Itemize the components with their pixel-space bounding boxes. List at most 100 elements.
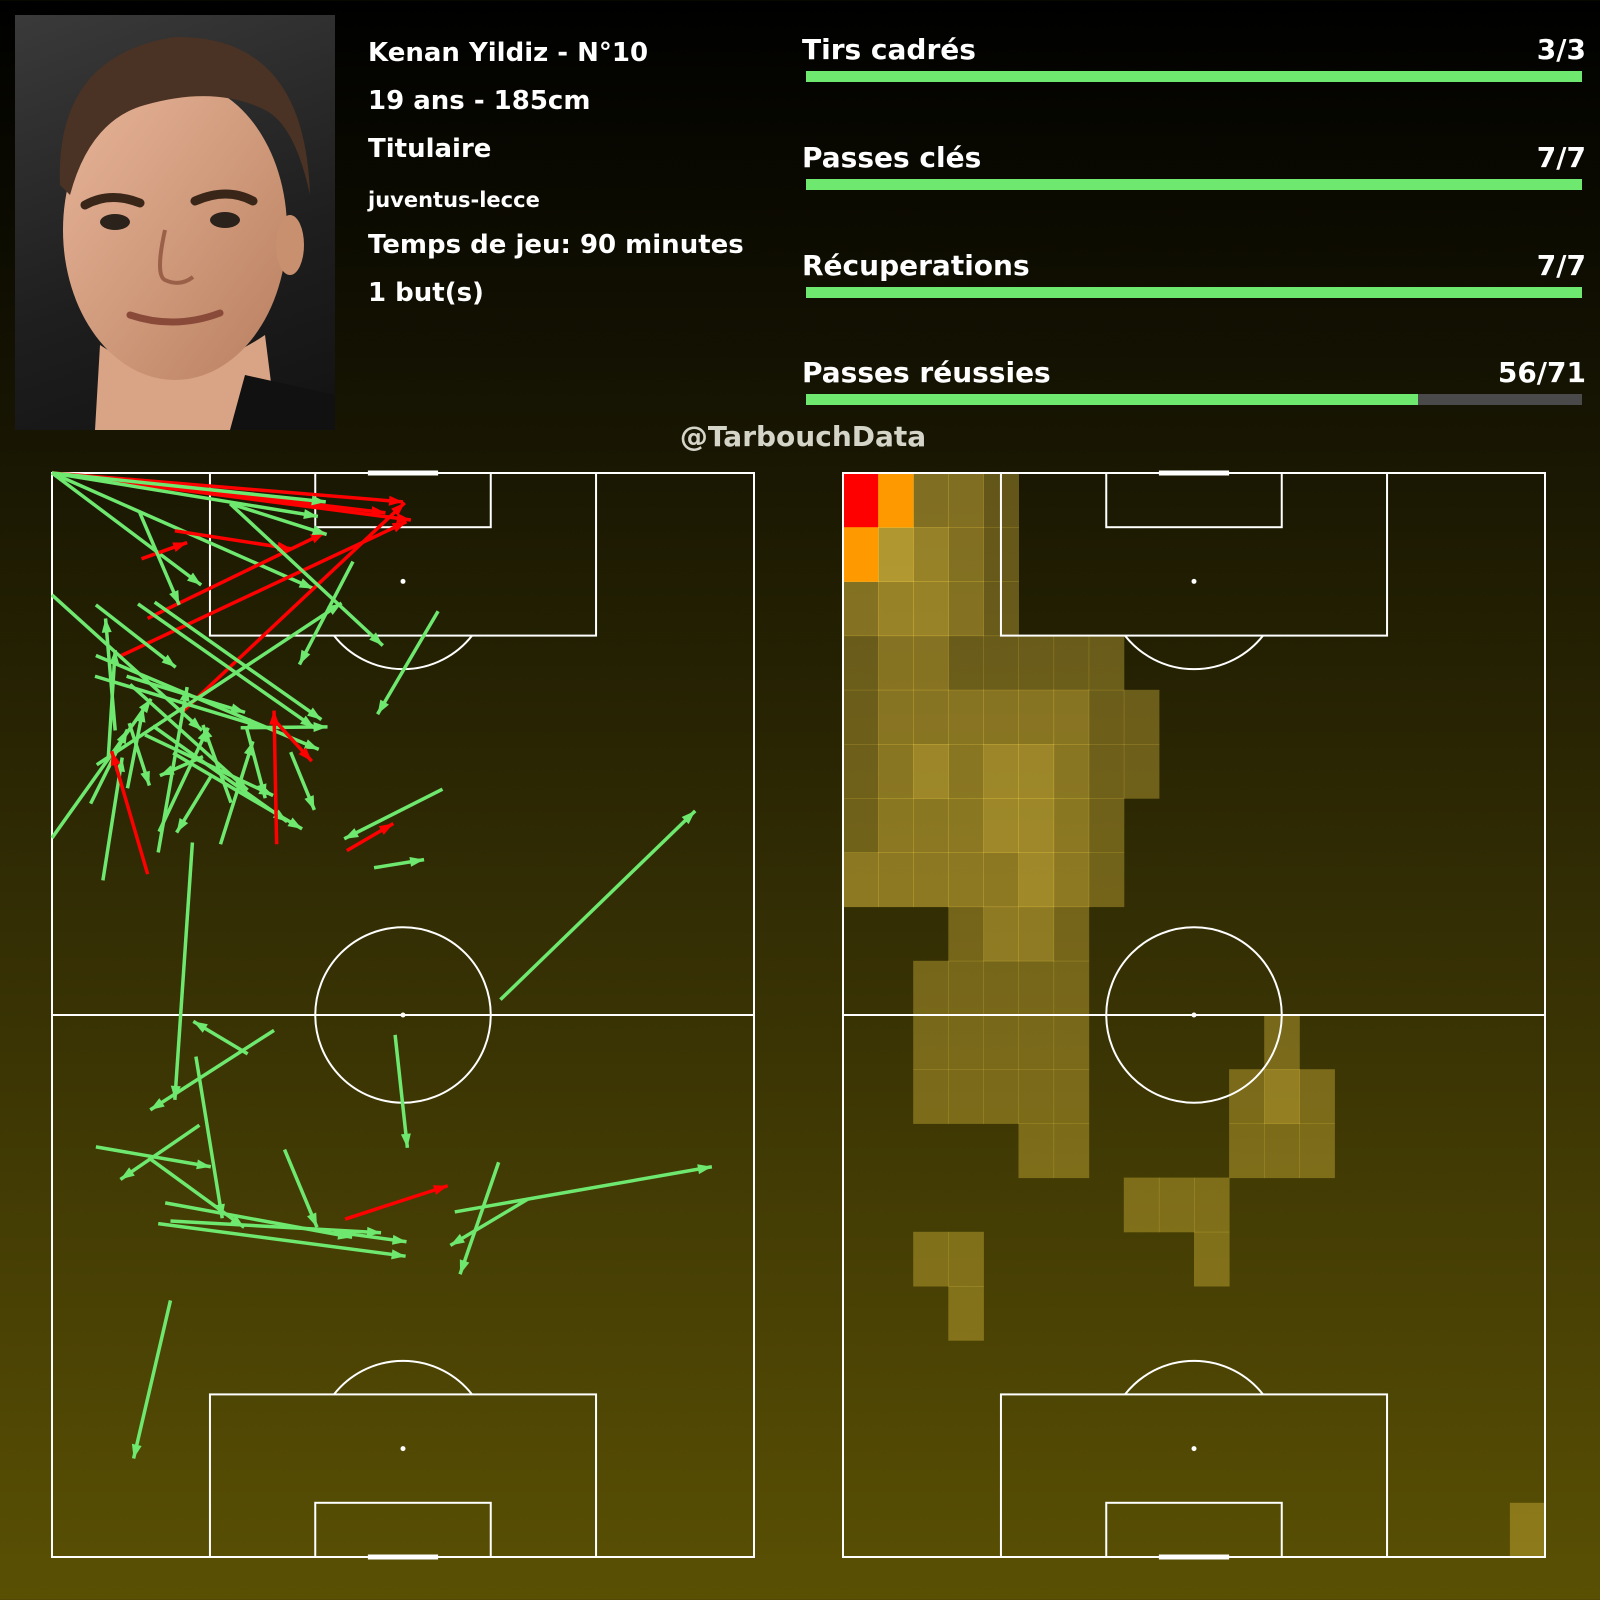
- pass-arrowhead: [101, 618, 112, 633]
- pass-arrow-success: [240, 721, 328, 732]
- pass-arrowhead: [313, 721, 328, 732]
- pass-arrow-success: [149, 1028, 275, 1112]
- bottom-penalty-spot: [400, 1446, 406, 1452]
- heatmap-cell: [1018, 852, 1055, 908]
- player-photo: [15, 15, 335, 430]
- pass-line: [344, 1184, 449, 1221]
- pass-arrowhead: [697, 1164, 712, 1175]
- stat-bar-fill: [806, 71, 1582, 82]
- pass-line: [153, 600, 323, 722]
- pass-arrowhead: [193, 1021, 208, 1033]
- heatmap-pitch: [842, 470, 1546, 1560]
- goals-count: 1 but(s): [368, 278, 484, 308]
- pass-line: [194, 1056, 224, 1219]
- stat-bar-fill: [806, 287, 1582, 298]
- top-penalty-spot: [400, 578, 406, 584]
- pass-arrow-failed: [344, 1184, 449, 1221]
- heatmap-cell: [948, 689, 984, 745]
- stat-bar-track: [806, 394, 1582, 405]
- bottom-six-yard-box: [314, 1501, 492, 1559]
- pass-arrow-success: [175, 775, 213, 834]
- pass-line: [106, 649, 117, 760]
- heatmap-cell: [913, 473, 949, 528]
- pass-arrowhead: [172, 542, 188, 552]
- heatmap-cell: [843, 798, 879, 853]
- top-penalty-spot: [1191, 578, 1197, 584]
- pass-arrowhead: [120, 1167, 135, 1180]
- top-penalty-arc: [1124, 634, 1264, 671]
- pass-line: [147, 1156, 246, 1229]
- pass-arrow-success: [101, 618, 117, 731]
- pass-arrow-success: [159, 755, 204, 778]
- heatmap-cell: [1053, 744, 1090, 799]
- pass-arrow-success: [343, 787, 444, 841]
- heatmap-cell: [983, 852, 1019, 908]
- heatmap-cell: [1053, 906, 1090, 962]
- pass-line: [149, 1028, 275, 1112]
- credit-handle: @TarbouchData: [679, 420, 927, 453]
- stat-bar-fill: [806, 179, 1582, 190]
- pass-line: [449, 1197, 529, 1247]
- stat-label: Passes réussies: [802, 356, 1051, 389]
- pass-arrowhead: [396, 513, 411, 524]
- heatmap-cell: [913, 527, 949, 582]
- pass-line: [182, 501, 406, 712]
- heatmap-cell: [948, 635, 984, 691]
- pass-arrowhead: [378, 823, 394, 835]
- pass-arrowhead: [459, 1259, 470, 1275]
- pass-line: [138, 512, 181, 606]
- heatmap-cell: [1088, 635, 1125, 691]
- pass-line: [174, 529, 292, 551]
- heatmap-cell: [1088, 852, 1125, 908]
- heatmap-cell: [1229, 1069, 1265, 1124]
- player-status: Titulaire: [368, 134, 492, 164]
- pass-arrow-success: [119, 1123, 201, 1181]
- heatmap-cell: [948, 1286, 984, 1341]
- pass-arrowhead: [246, 717, 262, 728]
- heatmap-cell: [913, 1231, 949, 1287]
- pass-arrow-success: [157, 1221, 406, 1260]
- pitch-lines: [51, 470, 755, 1560]
- heatmap-cell: [1299, 1069, 1335, 1124]
- pass-arrowhead: [230, 703, 246, 714]
- heatmap-cell: [983, 1015, 1019, 1070]
- pass-line: [458, 1161, 501, 1275]
- pass-arrow-failed: [182, 501, 406, 712]
- stat-value: 56/71: [1497, 356, 1586, 389]
- pass-line: [131, 1300, 173, 1459]
- top-penalty-arc: [333, 634, 473, 671]
- stat-value: 7/7: [1536, 141, 1586, 174]
- pass-arrowhead: [300, 715, 315, 728]
- heatmap-cell: [1123, 1177, 1160, 1233]
- pass-line: [164, 1201, 353, 1239]
- pass-line: [173, 842, 195, 1101]
- pass-arrowhead: [196, 1159, 211, 1170]
- pass-arrow-success: [136, 602, 316, 730]
- center-circle: [1105, 926, 1283, 1104]
- heatmap-cell: [913, 744, 949, 799]
- heatmap-cell: [948, 1231, 984, 1287]
- heatmap-cell: [948, 1069, 984, 1124]
- pass-arrowhead: [306, 1212, 318, 1228]
- pass-line: [376, 610, 440, 716]
- pass-arrow-success: [454, 1164, 713, 1214]
- pass-line: [228, 502, 385, 647]
- heatmap-cell: [913, 852, 949, 908]
- pass-arrow-success: [95, 1145, 212, 1170]
- pass-arrow-success: [376, 610, 440, 716]
- pass-arrow-success: [94, 603, 177, 669]
- pass-arrow-success: [127, 722, 152, 787]
- pass-arrow-success: [333, 1230, 407, 1245]
- pass-arrowhead: [258, 784, 274, 796]
- pass-line: [151, 724, 289, 824]
- heatmap-cell: [913, 1069, 949, 1124]
- heatmap-cell: [948, 744, 984, 799]
- heatmap-cell: [1229, 1123, 1265, 1179]
- pass-arrowhead: [109, 650, 120, 665]
- stat-bar-track: [806, 179, 1582, 190]
- pass-arrow-failed: [345, 821, 395, 853]
- heatmap-cell: [1018, 906, 1055, 962]
- pass-arrowhead: [150, 1098, 165, 1110]
- pass-arrowhead: [188, 717, 203, 731]
- center-spot: [1191, 1012, 1197, 1018]
